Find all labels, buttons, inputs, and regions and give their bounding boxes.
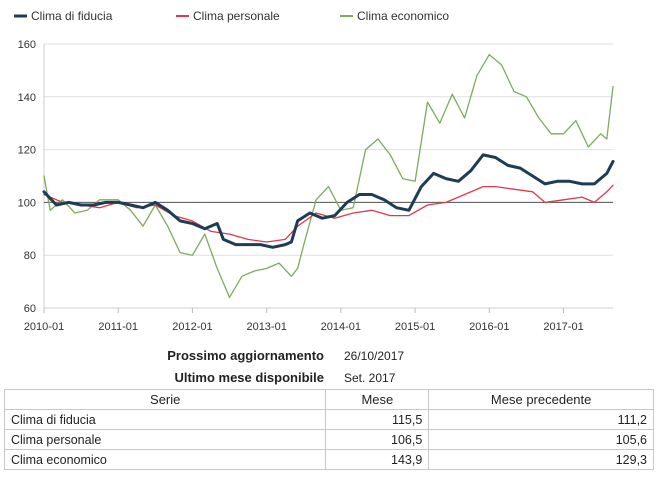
row-current: 106,5 — [325, 429, 430, 450]
row-name: Clima di fiducia — [3, 409, 327, 430]
next-update-value: 26/10/2017 — [344, 349, 405, 363]
last-month-label: Ultimo mese disponibile — [174, 370, 324, 385]
row-current: 115,5 — [325, 409, 430, 430]
series-line-0 — [42, 153, 615, 249]
row-name: Clima personale — [3, 429, 327, 450]
y-tick-label: 60 — [24, 303, 36, 315]
row-previous: 111,2 — [428, 409, 654, 430]
info-panel: Prossimo aggiornamento 26/10/2017 Ultimo… — [4, 345, 654, 389]
legend-label: Clima economico — [357, 9, 449, 23]
last-month-row: Ultimo mese disponibile Set. 2017 — [4, 367, 654, 389]
x-tick-label: 2010-01 — [24, 321, 64, 333]
row-previous: 105,6 — [428, 429, 654, 450]
table-row: Clima di fiducia 115,5 111,2 — [3, 409, 654, 430]
row-current: 143,9 — [325, 449, 430, 470]
header-mese-precedente: Mese precedente — [428, 389, 654, 410]
y-tick-label: 80 — [24, 250, 36, 262]
y-tick-label: 100 — [18, 197, 36, 209]
x-tick-label: 2012-01 — [172, 321, 212, 333]
series-table: Serie Mese Mese precedente Clima di fidu… — [3, 389, 654, 470]
last-month-value: Set. 2017 — [344, 371, 396, 385]
table-header-row: Serie Mese Mese precedente — [3, 389, 654, 410]
x-tick-label: 2011-01 — [98, 321, 138, 333]
legend-label: Clima personale — [193, 9, 280, 23]
x-tick-label: 2014-01 — [321, 321, 361, 333]
series-line-1 — [43, 184, 614, 243]
table-row: Clima economico 143,9 129,3 — [3, 449, 654, 470]
y-tick-label: 160 — [18, 39, 36, 51]
series-line-2 — [43, 53, 614, 299]
next-update-label: Prossimo aggiornamento — [167, 348, 324, 363]
x-tick-label: 2017-01 — [543, 321, 583, 333]
header-serie: Serie — [3, 389, 327, 410]
x-tick-label: 2015-01 — [395, 321, 435, 333]
legend-label: Clima di fiducia — [31, 9, 113, 23]
row-name: Clima economico — [3, 449, 327, 470]
row-previous: 129,3 — [428, 449, 654, 470]
y-tick-label: 140 — [18, 92, 36, 104]
header-mese: Mese — [325, 389, 430, 410]
line-chart: 60 80 100 120 140 160 2010-01 2011-01 2012-01 201… — [14, 9, 615, 333]
x-tick-label: 2016-01 — [469, 321, 509, 333]
y-tick-label: 120 — [18, 145, 36, 157]
table-row: Clima personale 106,5 105,6 — [3, 429, 654, 450]
x-tick-label: 2013-01 — [246, 321, 286, 333]
next-update-row: Prossimo aggiornamento 26/10/2017 — [4, 345, 654, 367]
